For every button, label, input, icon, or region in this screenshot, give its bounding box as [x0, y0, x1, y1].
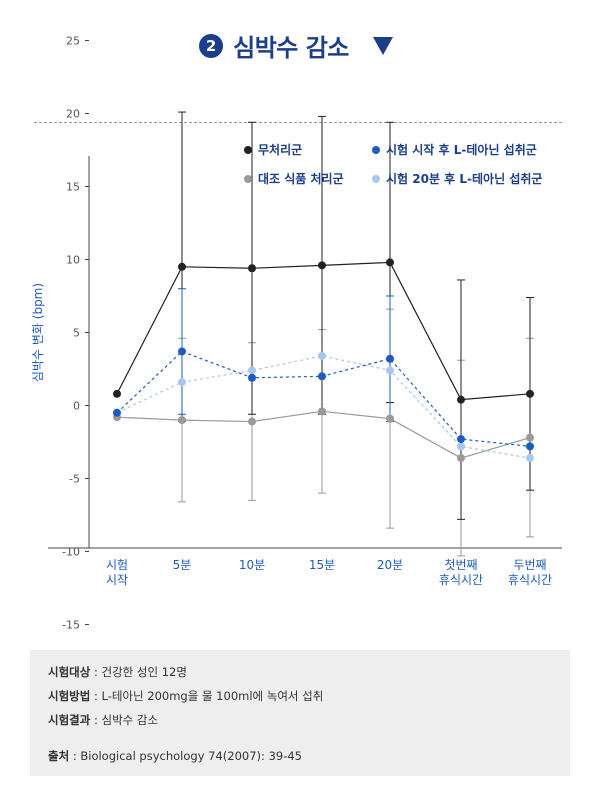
- note-key: 시험방법: [48, 689, 91, 703]
- data-point: [457, 435, 465, 444]
- dashed-divider: [34, 122, 562, 123]
- data-point: [178, 262, 186, 271]
- x-tick-label: 두번째: [513, 558, 546, 572]
- note-subjects: 시험대상 : 건강한 성인 12명: [48, 664, 570, 680]
- note-value: : Biological psychology 74(2007): 39-45: [69, 749, 302, 763]
- note-value: : L-테아닌 200mg을 물 100ml에 녹여서 섭취: [90, 689, 324, 703]
- data-point: [318, 351, 326, 360]
- legend-label: 시험 시작 후 L-테아닌 섭취군: [386, 142, 537, 157]
- x-tick-label: 시작: [106, 573, 128, 587]
- legend-marker: [372, 175, 380, 183]
- y-tick-label: 10: [66, 254, 80, 267]
- note-value: : 심박수 감소: [90, 713, 159, 727]
- section-number-badge: 2: [199, 33, 224, 58]
- y-tick-label: 5: [73, 327, 80, 340]
- data-point: [526, 389, 534, 398]
- data-point: [318, 372, 326, 381]
- y-tick-label: -5: [69, 473, 80, 486]
- x-tick-label: 15분: [309, 558, 335, 572]
- data-point: [386, 258, 394, 267]
- data-point: [178, 416, 186, 425]
- data-point: [318, 407, 326, 416]
- data-point: [386, 414, 394, 423]
- note-key: 시험대상: [48, 665, 91, 679]
- x-tick-label: 5분: [173, 558, 192, 572]
- data-point: [457, 442, 465, 451]
- series-line: [116, 355, 531, 459]
- data-point: [248, 417, 256, 426]
- data-point: [178, 347, 186, 356]
- x-tick-label: 20분: [377, 558, 403, 572]
- section-header: 2 심박수 감소: [0, 28, 592, 63]
- study-info-box: 시험대상 : 건강한 성인 12명 시험방법 : L-테아닌 200mg을 물 …: [30, 650, 570, 776]
- y-tick-label: 25: [66, 35, 80, 48]
- note-result: 시험결과 : 심박수 감소: [48, 712, 570, 728]
- data-point: [113, 408, 121, 417]
- y-tick-label: 15: [66, 181, 80, 194]
- note-method: 시험방법 : L-테아닌 200mg을 물 100ml에 녹여서 섭취: [48, 688, 570, 704]
- data-point: [178, 378, 186, 387]
- legend-label: 대조 식품 처리군: [258, 171, 344, 186]
- data-point: [526, 433, 534, 442]
- data-point: [526, 454, 534, 463]
- data-point: [248, 264, 256, 273]
- x-tick-label: 휴식시간: [439, 573, 483, 587]
- legend-label: 시험 20분 후 L-테아닌 섭취군: [386, 171, 542, 186]
- y-tick-label: 0: [73, 400, 80, 413]
- data-point: [457, 454, 465, 463]
- y-tick-label: -15: [62, 619, 80, 632]
- y-tick-label: 20: [66, 108, 80, 121]
- note-value: : 건강한 성인 12명: [90, 665, 187, 679]
- x-tick-label: 시험: [106, 558, 128, 572]
- data-point: [113, 389, 121, 398]
- x-tick-label: 10분: [239, 558, 265, 572]
- note-source: 출처 : Biological psychology 74(2007): 39-…: [48, 748, 570, 764]
- data-point: [386, 366, 394, 375]
- note-key: 출처: [48, 749, 70, 763]
- data-point: [248, 366, 256, 375]
- data-point: [318, 261, 326, 270]
- legend-label: 무처리군: [258, 142, 302, 157]
- legend-marker: [244, 146, 252, 154]
- x-tick-label: 휴식시간: [508, 573, 552, 587]
- y-axis-label: 심박수 변화 (bpm): [31, 283, 45, 382]
- data-point: [526, 442, 534, 451]
- section-title: 심박수 감소: [233, 34, 349, 62]
- data-point: [386, 354, 394, 363]
- triangle-down-icon: [372, 36, 393, 55]
- legend-marker: [372, 146, 380, 154]
- data-point: [457, 395, 465, 404]
- data-point: [248, 373, 256, 382]
- note-key: 시험결과: [48, 713, 91, 727]
- y-tick-label: -10: [62, 546, 80, 559]
- x-tick-label: 첫번째: [444, 558, 477, 572]
- legend-marker: [244, 175, 252, 183]
